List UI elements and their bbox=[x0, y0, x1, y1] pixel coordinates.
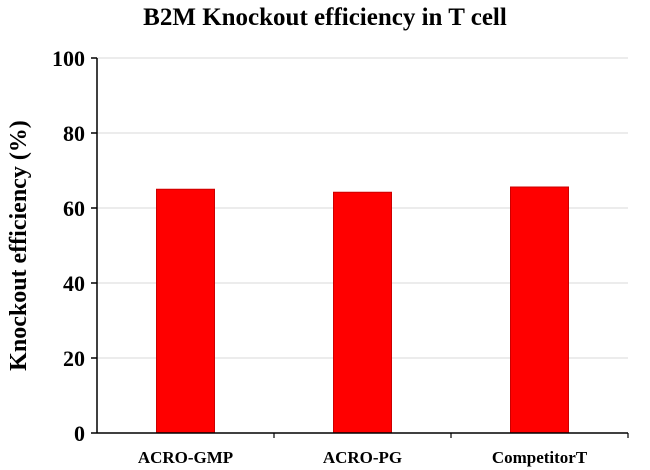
y-axis-label: Knockout efficiency (%) bbox=[6, 120, 32, 371]
bar bbox=[510, 186, 569, 434]
bars bbox=[156, 186, 569, 434]
x-tick-labels: ACRO-GMP ACRO-PG CompetitorT bbox=[138, 448, 588, 467]
x-tick-label: ACRO-GMP bbox=[138, 448, 233, 467]
y-tick-label: 80 bbox=[63, 121, 85, 146]
bar bbox=[333, 191, 392, 434]
y-tick-labels: 0 20 40 60 80 100 bbox=[52, 46, 85, 446]
x-tick-label: CompetitorT bbox=[492, 448, 588, 467]
x-tick-label: ACRO-PG bbox=[323, 448, 402, 467]
y-tick-label: 40 bbox=[63, 271, 85, 296]
y-tick-label: 60 bbox=[63, 196, 85, 221]
bar bbox=[156, 188, 215, 434]
chart-title: B2M Knockout efficiency in T cell bbox=[143, 4, 507, 31]
y-tick-label: 20 bbox=[63, 346, 85, 371]
axes bbox=[91, 57, 629, 438]
y-tick-label: 100 bbox=[52, 46, 85, 71]
y-tick-label: 0 bbox=[74, 421, 85, 446]
